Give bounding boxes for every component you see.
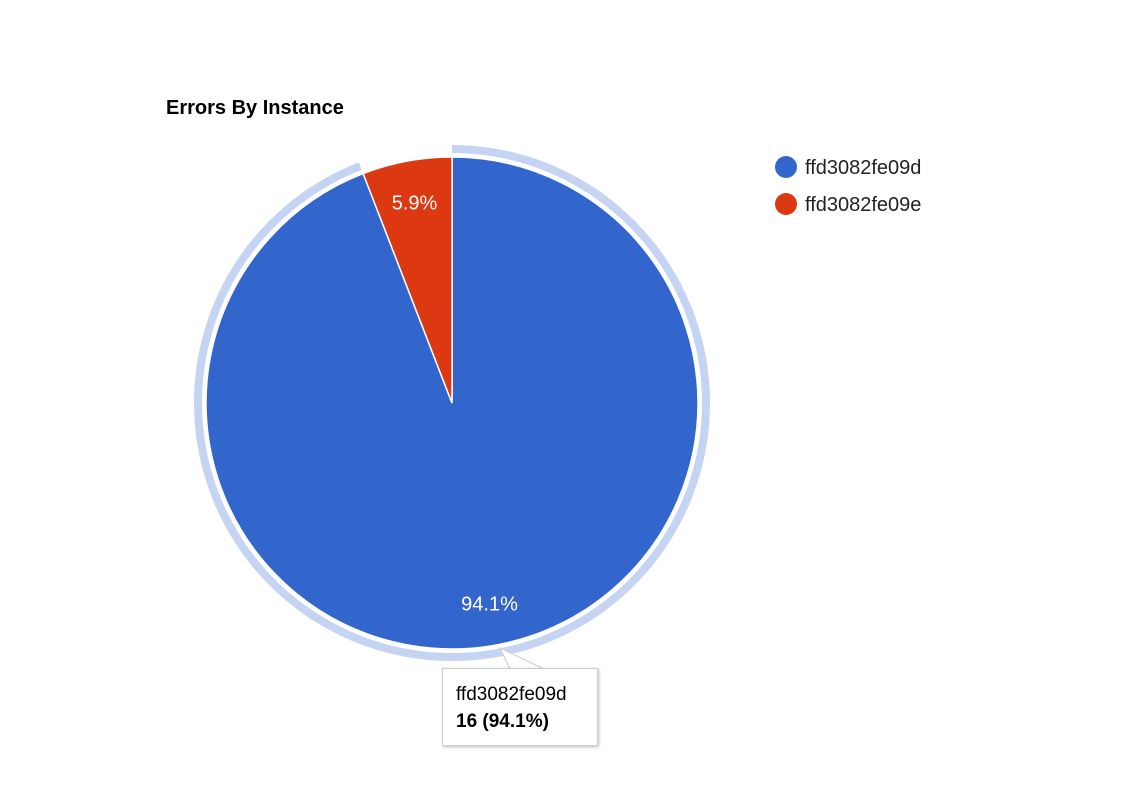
- tooltip-value: 16 (94.1%): [456, 711, 549, 732]
- legend: ffd3082fe09d ffd3082fe09e: [775, 156, 921, 216]
- chart-title: Errors By Instance: [166, 97, 344, 119]
- tooltip-name: ffd3082fe09d: [456, 684, 567, 705]
- pie-group: 94.1% 5.9%: [193, 145, 710, 661]
- slice-label: 94.1%: [461, 594, 518, 616]
- tooltip: ffd3082fe09d 16 (94.1%): [442, 668, 598, 746]
- legend-label[interactable]: ffd3082fe09e: [805, 194, 921, 216]
- legend-marker: [775, 156, 797, 178]
- pie-slice-ffd3082fe09d[interactable]: [205, 156, 699, 650]
- legend-marker: [775, 193, 797, 215]
- slice-label: 5.9%: [392, 192, 438, 214]
- legend-label[interactable]: ffd3082fe09d: [805, 157, 921, 179]
- pie-slice-ffd3082fe09e[interactable]: [362, 156, 453, 404]
